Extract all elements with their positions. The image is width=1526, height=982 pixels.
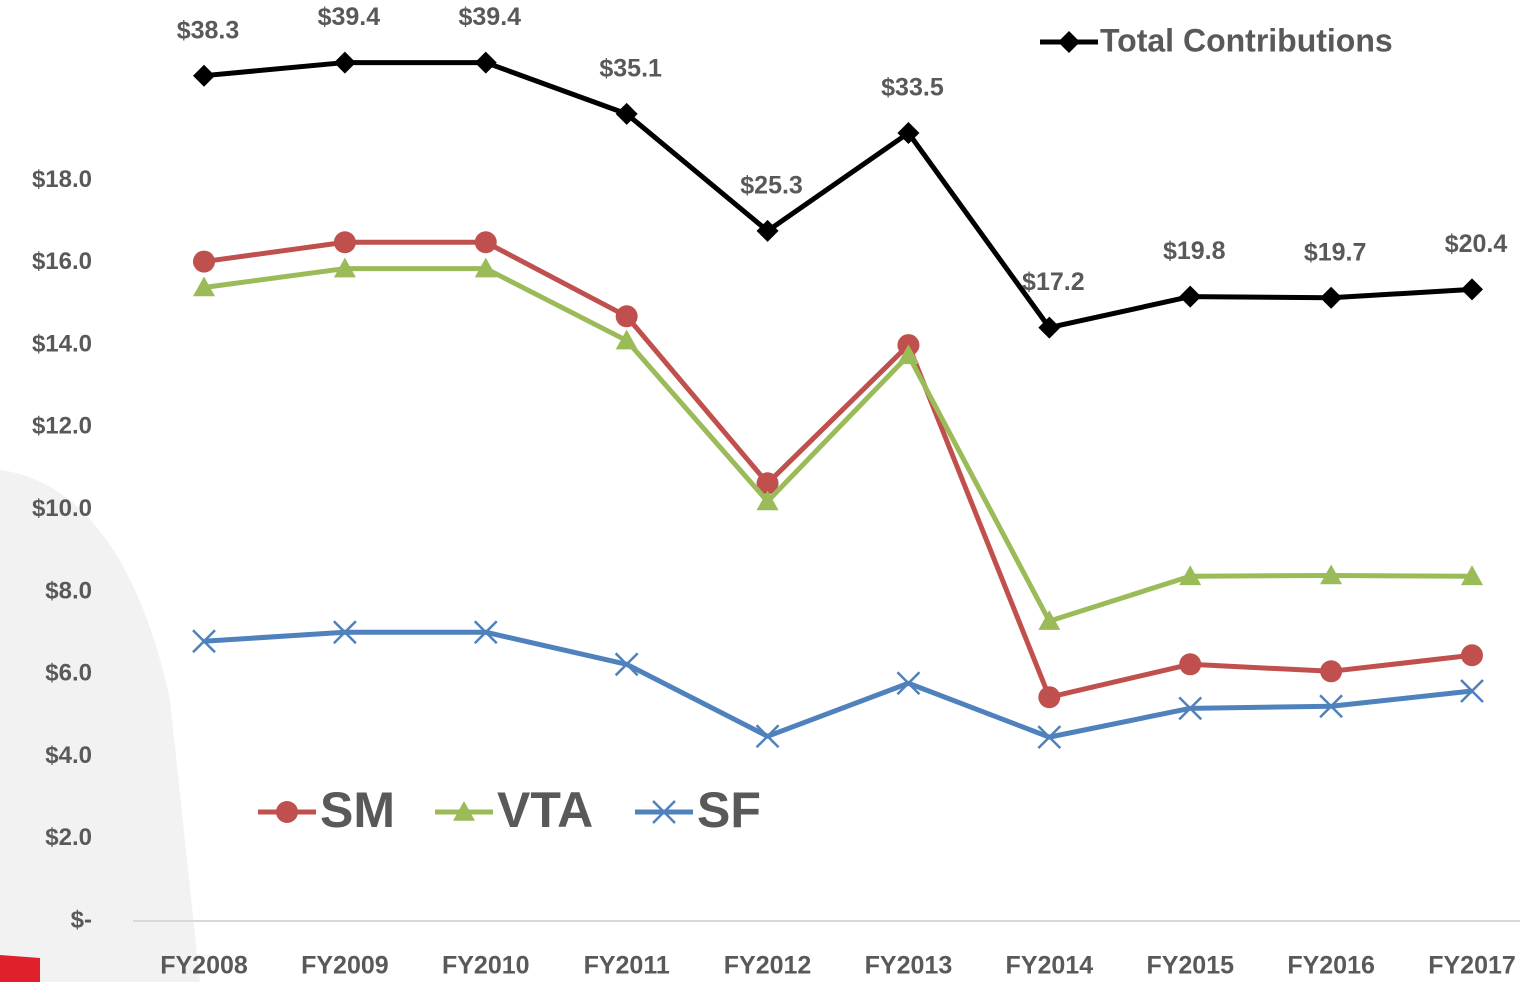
legend-marker [276,801,298,823]
y-tick-label: $6.0 [45,660,92,687]
series-line [203,629,1473,740]
x-tick-label: FY2013 [865,952,953,980]
data-point [1460,679,1484,703]
data-point [1461,565,1483,586]
data-point [1178,696,1203,721]
x-tick-label: FY2010 [442,952,530,980]
y-tick-label: $14.0 [32,330,92,357]
legend-marker [453,801,475,821]
x-tick-label: FY2017 [1428,952,1516,980]
data-point [1320,286,1343,309]
data-point [193,64,215,87]
background-accent [0,955,40,982]
data-point [333,620,357,645]
data-point [756,472,779,495]
data-point [756,219,779,242]
y-tick-label: $18.0 [32,166,92,193]
series-line [203,239,1473,700]
background-shape [0,470,200,982]
data-point [756,490,779,511]
y-tick-label: $4.0 [45,742,92,769]
legend-marker [652,800,676,824]
data-point [474,231,497,254]
data-point [615,305,638,328]
data-point [1320,660,1343,683]
data-point [1319,694,1343,719]
data-point [615,329,638,350]
y-tick-label: $12.0 [32,413,92,440]
legend-label: Total Contributions [1100,22,1393,58]
legend-label: VTA [497,782,593,838]
series-line [203,266,1473,624]
data-label: $33.5 [881,74,944,102]
data-point [897,122,920,145]
x-tick-label: FY2016 [1287,952,1375,980]
data-label: $19.7 [1304,238,1367,266]
data-point [1179,565,1202,586]
data-point [1179,653,1202,676]
y-tick-label: $2.0 [45,824,92,851]
series-line [203,60,1473,331]
data-point [333,51,356,74]
data-point [1037,725,1062,750]
data-label: $35.1 [599,55,662,83]
data-point [474,257,497,278]
y-tick-label: $8.0 [45,577,92,604]
data-point [193,250,215,273]
data-point [615,102,638,125]
data-point [333,257,356,278]
y-tick-label: $- [71,906,92,933]
data-point [1461,644,1483,667]
data-label: $19.8 [1163,237,1226,265]
data-point [897,344,920,365]
data-point [473,620,498,645]
data-point [474,51,497,74]
data-label: $25.3 [740,172,803,200]
data-label: $20.4 [1445,230,1508,258]
data-point [193,276,215,297]
legend-label: SM [320,782,395,838]
data-point [1038,316,1061,339]
y-tick-label: $16.0 [32,248,92,275]
data-label: $17.2 [1022,268,1085,296]
x-tick-label: FY2015 [1146,952,1234,980]
data-point [614,652,639,677]
x-tick-label: FY2011 [584,952,670,980]
data-label: $38.3 [177,16,240,44]
data-point [896,671,921,696]
x-tick-label: FY2009 [301,952,389,980]
data-point [1461,278,1483,301]
y-tick-label: $10.0 [32,495,92,522]
data-label: $39.4 [458,3,521,31]
x-tick-label: FY2012 [724,952,812,980]
data-label: $39.4 [318,3,381,31]
data-point [1038,686,1061,709]
x-tick-label: FY2014 [1006,952,1094,980]
data-point [333,231,356,254]
data-point [1179,285,1202,308]
data-point [192,629,216,654]
x-tick-label: FY2008 [160,952,248,980]
data-point [1038,610,1061,630]
legend-label: SF [697,782,761,838]
data-point [755,724,780,749]
legend-marker [1058,31,1080,53]
data-point [1320,564,1343,585]
